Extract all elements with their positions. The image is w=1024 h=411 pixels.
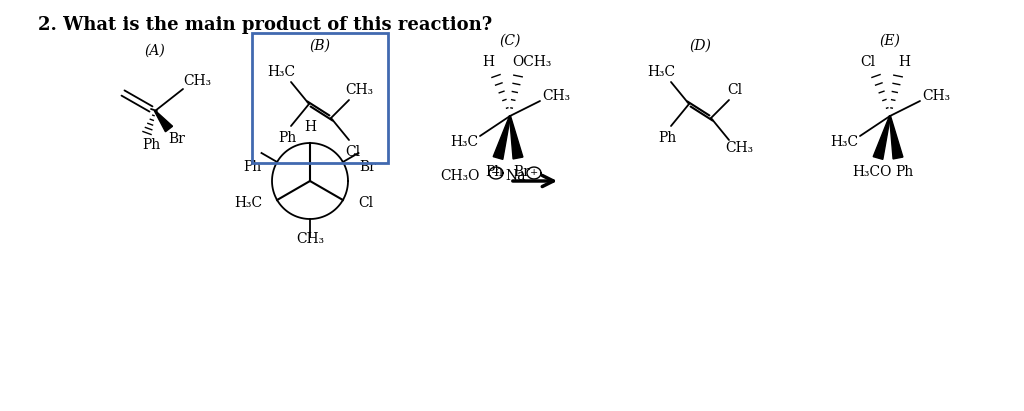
Text: CH₃: CH₃	[296, 232, 324, 246]
Text: Ph: Ph	[278, 131, 296, 145]
Text: H₃C: H₃C	[829, 135, 858, 149]
Bar	[252, 33, 388, 163]
Polygon shape	[155, 111, 173, 132]
Text: H: H	[482, 55, 494, 69]
Text: Cl: Cl	[358, 196, 374, 210]
Text: +: +	[529, 169, 539, 178]
Text: (A): (A)	[144, 44, 165, 58]
Polygon shape	[510, 116, 523, 159]
Text: Cl: Cl	[345, 145, 360, 159]
Polygon shape	[890, 116, 903, 159]
Text: Ph: Ph	[485, 165, 503, 179]
Text: CH₃: CH₃	[345, 83, 373, 97]
Text: Ph: Ph	[243, 160, 261, 174]
Text: Ph: Ph	[895, 165, 913, 179]
Text: 2. What is the main product of this reaction?: 2. What is the main product of this reac…	[38, 16, 493, 34]
Text: CH₃: CH₃	[922, 89, 950, 103]
Text: H: H	[898, 55, 910, 69]
Text: H: H	[304, 120, 316, 134]
Text: (D): (D)	[689, 39, 711, 53]
Text: Na: Na	[506, 169, 526, 183]
Text: (B): (B)	[309, 39, 331, 53]
Polygon shape	[873, 116, 891, 159]
Text: Cl: Cl	[860, 55, 876, 69]
Text: H₃C: H₃C	[450, 135, 478, 149]
Text: H₃CO: H₃CO	[852, 165, 892, 179]
Text: Br: Br	[514, 165, 530, 179]
Polygon shape	[494, 116, 511, 159]
Text: Cl: Cl	[727, 83, 742, 97]
Text: CH₃: CH₃	[183, 74, 211, 88]
Text: (E): (E)	[880, 34, 900, 48]
Text: CH₃O: CH₃O	[440, 169, 479, 183]
Text: OCH₃: OCH₃	[512, 55, 552, 69]
Text: H₃C: H₃C	[647, 65, 675, 79]
Text: H₃C: H₃C	[267, 65, 295, 79]
Text: Br: Br	[169, 132, 185, 146]
Text: Br: Br	[359, 160, 377, 174]
Text: Ph: Ph	[657, 131, 676, 145]
Text: CH₃: CH₃	[542, 89, 570, 103]
Text: (C): (C)	[500, 34, 520, 48]
Text: CH₃: CH₃	[725, 141, 753, 155]
Text: Ph: Ph	[142, 138, 160, 152]
Text: H₃C: H₃C	[233, 196, 262, 210]
Text: −: −	[492, 168, 501, 178]
